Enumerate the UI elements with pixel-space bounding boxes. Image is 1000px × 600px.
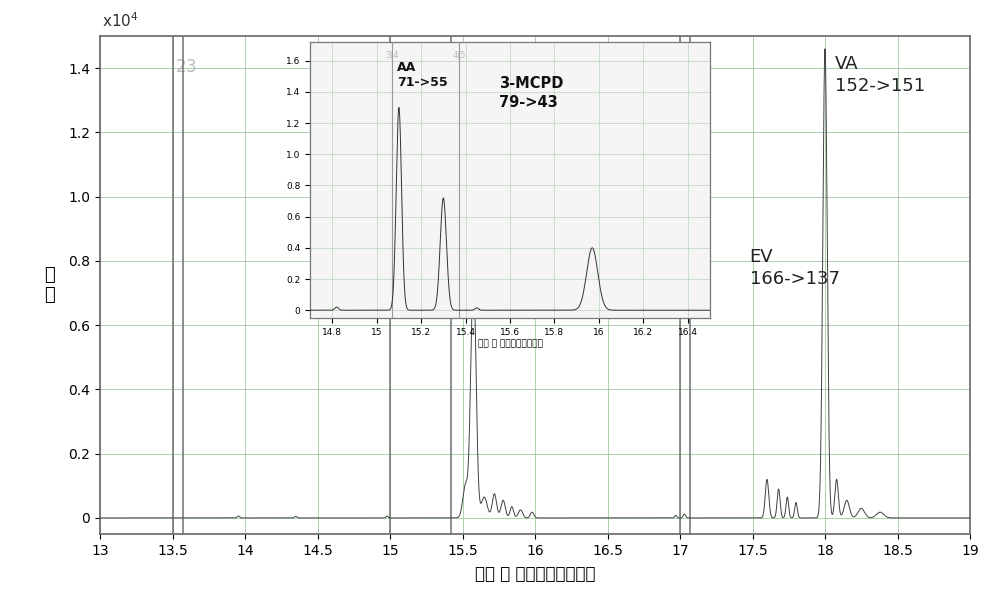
Text: VA
152->151: VA 152->151 [835, 55, 925, 95]
Text: AA
71->55: AA 71->55 [397, 61, 447, 89]
Text: 3-MCPD
79->43: 3-MCPD 79->43 [499, 76, 563, 110]
Text: 6: 6 [693, 58, 704, 76]
X-axis label: 计数 与 采集时间（分钟）: 计数 与 采集时间（分钟） [478, 340, 542, 349]
Y-axis label: 信
号: 信 号 [44, 266, 54, 304]
Text: EW
140->139: EW 140->139 [528, 261, 618, 301]
Text: EV
166->137: EV 166->137 [750, 248, 840, 288]
Text: 5: 5 [683, 58, 693, 76]
Text: 4|5: 4|5 [452, 52, 466, 61]
X-axis label: 计数 与 采集时间（分钟）: 计数 与 采集时间（分钟） [475, 565, 595, 583]
Text: 3: 3 [186, 58, 196, 76]
Text: x10$^4$: x10$^4$ [102, 11, 138, 30]
Text: 3|4: 3|4 [385, 52, 399, 61]
Text: 2: 2 [175, 58, 186, 76]
